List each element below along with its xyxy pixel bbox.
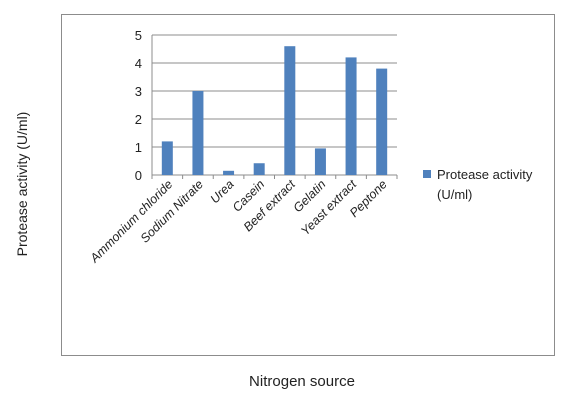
- bar-gelatin: [314, 148, 326, 175]
- bar-ammonium-chloride: [161, 141, 173, 175]
- bar-yeast-extract: [345, 57, 357, 175]
- y-tick-label: 0: [135, 168, 142, 183]
- y-tick-label: 4: [135, 56, 142, 71]
- bar-beef-extract: [284, 46, 296, 176]
- y-tick-label: 2: [135, 112, 142, 127]
- bar-sodium-nitrate: [192, 91, 204, 175]
- bar-urea: [223, 170, 235, 175]
- legend-swatch: [423, 170, 431, 178]
- x-axis-title: Nitrogen source: [249, 373, 355, 390]
- legend-label: Protease activity (U/ml): [437, 167, 533, 202]
- y-tick-label: 1: [135, 140, 142, 155]
- y-tick-label: 5: [135, 28, 142, 43]
- y-tick-label: 3: [135, 84, 142, 99]
- bar-peptone: [376, 68, 388, 175]
- chart-area: [61, 14, 555, 356]
- bar-casein: [253, 163, 265, 175]
